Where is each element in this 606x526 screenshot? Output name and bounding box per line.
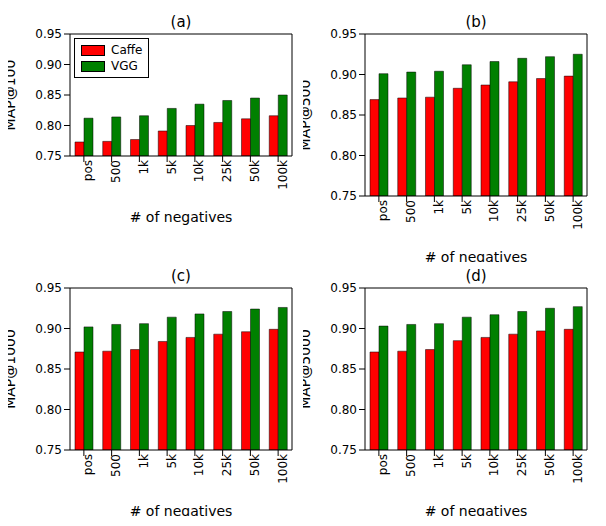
svg-text:MAP@500: MAP@500 [303,80,313,151]
svg-text:0.75: 0.75 [330,443,357,457]
svg-text:5k: 5k [165,160,179,175]
svg-text:50k: 50k [543,454,557,476]
svg-text:10k: 10k [487,454,501,476]
svg-text:1k: 1k [137,454,151,469]
svg-text:100k: 100k [571,200,585,230]
svg-text:5k: 5k [460,454,474,469]
svg-text:(b): (b) [465,13,486,31]
svg-text:0.85: 0.85 [35,362,62,376]
svg-text:0.85: 0.85 [330,362,357,376]
svg-text:500: 500 [109,160,123,183]
svg-text:0.85: 0.85 [35,88,62,102]
svg-text:(a): (a) [171,13,192,31]
svg-text:0.80: 0.80 [35,119,62,133]
svg-text:25k: 25k [220,454,234,476]
svg-text:5k: 5k [165,454,179,469]
svg-text:10k: 10k [487,200,501,222]
svg-text:0.95: 0.95 [35,27,62,41]
svg-text:1k: 1k [137,160,151,175]
svg-text:50k: 50k [543,200,557,222]
svg-text:10k: 10k [192,454,206,476]
svg-text:50k: 50k [248,454,262,476]
svg-text:0.75: 0.75 [330,189,357,203]
svg-text:100k: 100k [571,454,585,484]
svg-text:25k: 25k [515,454,529,476]
svg-text:0.90: 0.90 [35,322,62,336]
svg-text:500: 500 [404,200,418,223]
svg-text:5k: 5k [460,200,474,215]
svg-text:0.95: 0.95 [330,27,357,41]
svg-text:1k: 1k [432,200,446,215]
svg-text:50k: 50k [248,160,262,182]
svg-text:0.90: 0.90 [330,68,357,82]
svg-text:# of negatives: # of negatives [425,503,528,516]
svg-text:0.75: 0.75 [35,149,62,163]
svg-text:# of negatives: # of negatives [130,209,233,225]
svg-text:0.80: 0.80 [330,403,357,417]
svg-text:(c): (c) [171,267,191,285]
svg-text:100k: 100k [276,454,290,484]
svg-text:0.80: 0.80 [35,403,62,417]
html-text:Caffe: Caffe [111,43,143,57]
svg-text:25k: 25k [515,200,529,222]
svg-text:# of negatives: # of negatives [130,503,233,516]
svg-text:10k: 10k [192,160,206,182]
svg-text:0.90: 0.90 [330,322,357,336]
svg-text:MAP@5000: MAP@5000 [303,329,313,409]
svg-text:pos: pos [81,160,95,181]
svg-text:0.80: 0.80 [330,149,357,163]
svg-text:pos: pos [81,454,95,475]
svg-text:0.95: 0.95 [330,281,357,295]
svg-text:0.85: 0.85 [330,108,357,122]
svg-text:500: 500 [404,454,418,477]
svg-text:MAP@100: MAP@100 [8,60,18,131]
svg-text:100k: 100k [276,160,290,190]
svg-text:# of negatives: # of negatives [425,249,528,262]
svg-text:MAP@1000: MAP@1000 [8,329,18,409]
svg-text:0.95: 0.95 [35,281,62,295]
html-text:VGG: VGG [111,59,138,73]
svg-text:1k: 1k [432,454,446,469]
svg-text:0.75: 0.75 [35,443,62,457]
svg-text:pos: pos [376,454,390,475]
svg-text:pos: pos [376,200,390,221]
svg-text:25k: 25k [220,160,234,182]
svg-text:500: 500 [109,454,123,477]
svg-text:0.90: 0.90 [35,58,62,72]
svg-text:(d): (d) [465,267,486,285]
